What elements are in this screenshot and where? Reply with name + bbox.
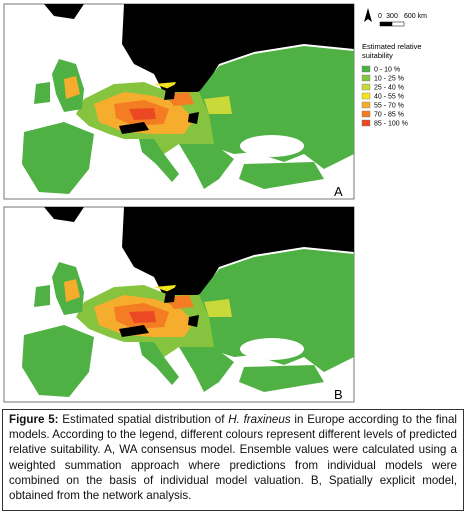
figure: A B 0 300 600 km Estimated relativesuita… — [3, 3, 427, 403]
legend-swatch — [361, 65, 371, 73]
legend-label: 70 - 85 % — [374, 112, 404, 119]
legend-title: suitability — [362, 51, 393, 60]
scale-bar — [391, 21, 405, 27]
panel-label: B — [334, 387, 343, 402]
legend-swatch — [361, 83, 371, 91]
legend-swatch — [361, 92, 371, 100]
north-arrow — [364, 8, 372, 22]
caption: Figure 5: Estimated spatial distribution… — [2, 409, 464, 511]
caption-label: Figure 5: — [9, 413, 59, 426]
caption-text: in Europe according to the final models.… — [9, 413, 458, 503]
scale-label: 0 — [378, 13, 382, 20]
map-panel-a — [3, 3, 355, 200]
legend-label: 40 - 55 % — [374, 94, 404, 101]
legend-label: 0 - 10 % — [374, 67, 400, 74]
legend-title: Estimated relative — [362, 42, 422, 51]
legend-swatch — [361, 74, 371, 82]
legend-label: 85 - 100 % — [374, 121, 408, 128]
legend-label: 55 - 70 % — [374, 103, 404, 110]
legend-label: 25 - 40 % — [374, 85, 404, 92]
scale-label: 300 — [386, 13, 398, 20]
legend-swatch — [361, 101, 371, 109]
map-panel-b — [3, 206, 355, 403]
scale-label: 600 km — [404, 13, 427, 20]
scale-bar — [379, 21, 393, 27]
legend-swatch — [361, 119, 371, 127]
legend-swatch — [361, 110, 371, 118]
caption-text: Estimated spatial distribution of — [58, 413, 229, 426]
panel-label: A — [334, 184, 343, 199]
species-name: H. fraxineus — [228, 413, 291, 426]
legend-label: 10 - 25 % — [374, 76, 404, 83]
